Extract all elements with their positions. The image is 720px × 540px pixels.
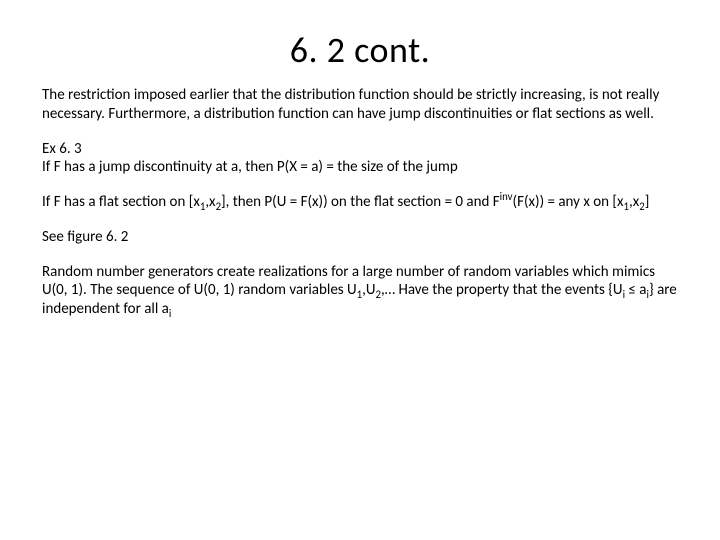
rng-text-c: ,… Have the property that the events {U [381,281,623,299]
rng-text-d: ≤ a [625,281,646,299]
flat-text-c: ], then P(U = F(x)) on the flat section … [221,193,500,211]
flat-text-d: (F(x)) = any x on [x [513,193,624,211]
paragraph-see-figure: See figure 6. 2 [42,228,678,247]
rng-text-b: ,U [362,281,375,299]
slide-title: 6. 2 cont. [42,28,678,72]
flat-text-f: ] [645,193,650,211]
paragraph-ex63: Ex 6. 3 If F has a jump discontinuity at… [42,140,678,178]
slide-body: The restriction imposed earlier that the… [42,86,678,319]
ex-label: Ex 6. 3 [42,140,82,158]
flat-text-a: If F has a flat section on [x [42,193,200,211]
flat-text-e: ,x [629,193,639,211]
paragraph-intro: The restriction imposed earlier that the… [42,86,678,124]
paragraph-rng: Random number generators create realizat… [42,263,678,319]
subscript-ai2: i [169,307,171,320]
flat-text-b: ,x [205,193,215,211]
ex-line-1: If F has a jump discontinuity at a, then… [42,158,458,176]
superscript-inv: inv [500,190,513,203]
slide: 6. 2 cont. The restriction imposed earli… [0,0,720,540]
paragraph-flat-section: If F has a flat section on [x1,x2], then… [42,193,678,212]
